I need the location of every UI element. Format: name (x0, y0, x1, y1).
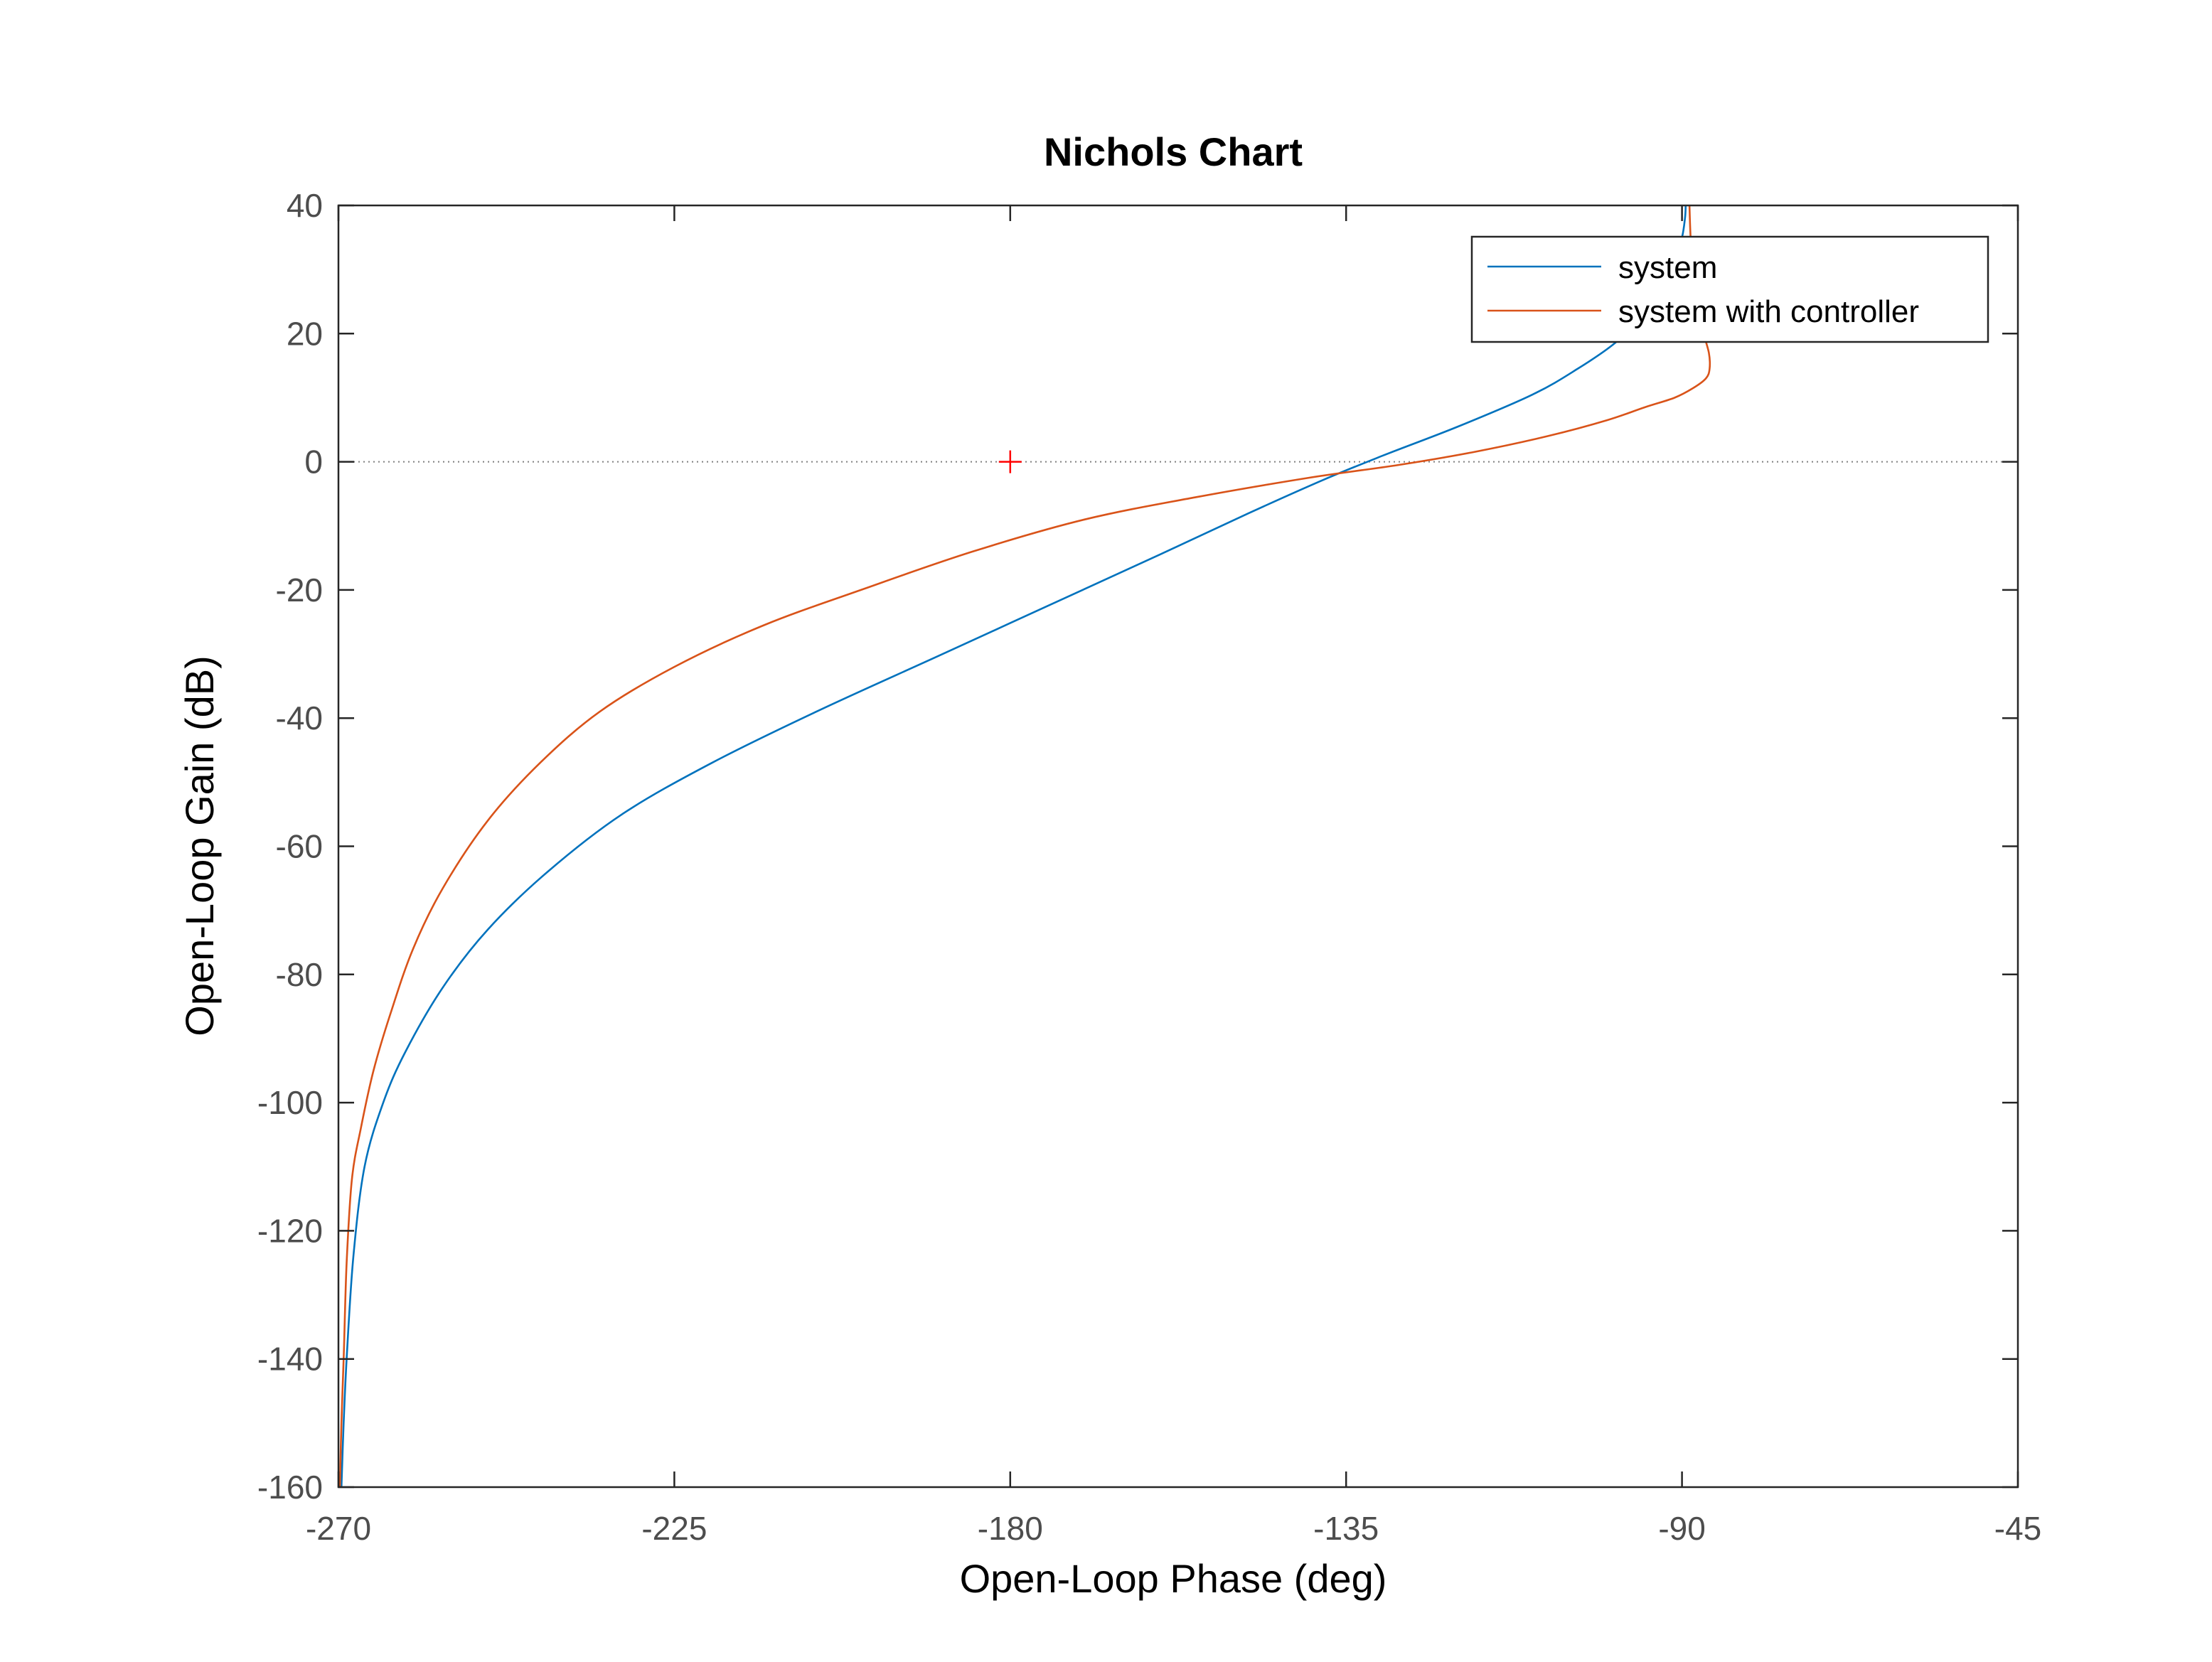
x-tick-label: -180 (978, 1510, 1043, 1547)
y-tick-label: -60 (276, 828, 323, 865)
x-tick-label: -90 (1658, 1510, 1705, 1547)
x-tick-labels: -270 -225 -180 -135 -90 -45 (306, 1510, 2041, 1547)
y-tick-label: 40 (287, 187, 323, 224)
y-axis-label: Open-Loop Gain (dB) (177, 655, 222, 1036)
legend-label-system: system (1618, 250, 1717, 285)
y-tick-label: -160 (257, 1469, 323, 1506)
y-tick-label: -120 (257, 1212, 323, 1249)
x-tick-label: -45 (1994, 1510, 2041, 1547)
x-axis-label: Open-Loop Phase (deg) (960, 1556, 1387, 1601)
series-line-system-with-controller (338, 205, 1711, 1487)
y-tick-label: -80 (276, 956, 323, 993)
plot-area (337, 204, 2019, 1489)
y-tick-label: -140 (257, 1341, 323, 1378)
y-tick-label: 20 (287, 315, 323, 352)
y-tick-label: 0 (304, 444, 323, 481)
critical-point-marker (998, 450, 1022, 473)
x-tick-label: -225 (641, 1510, 707, 1547)
legend-box (1470, 235, 1989, 343)
x-tick-label: -270 (306, 1510, 371, 1547)
y-tick-label: -40 (276, 699, 323, 736)
y-tick-labels: 40 20 0 -20 -40 -60 -80 -100 -120 -140 -160 (257, 187, 323, 1506)
y-tick-label: -100 (257, 1084, 323, 1121)
series-line-system (340, 205, 1687, 1487)
legend[interactable]: system system with controller (1470, 235, 1989, 343)
chart-title: Nichols Chart (1044, 129, 1303, 174)
y-tick-label: -20 (276, 572, 323, 608)
x-tick-label: -135 (1313, 1510, 1379, 1547)
plot-frame (337, 204, 2019, 1489)
legend-label-system-with-controller: system with controller (1618, 294, 1919, 329)
